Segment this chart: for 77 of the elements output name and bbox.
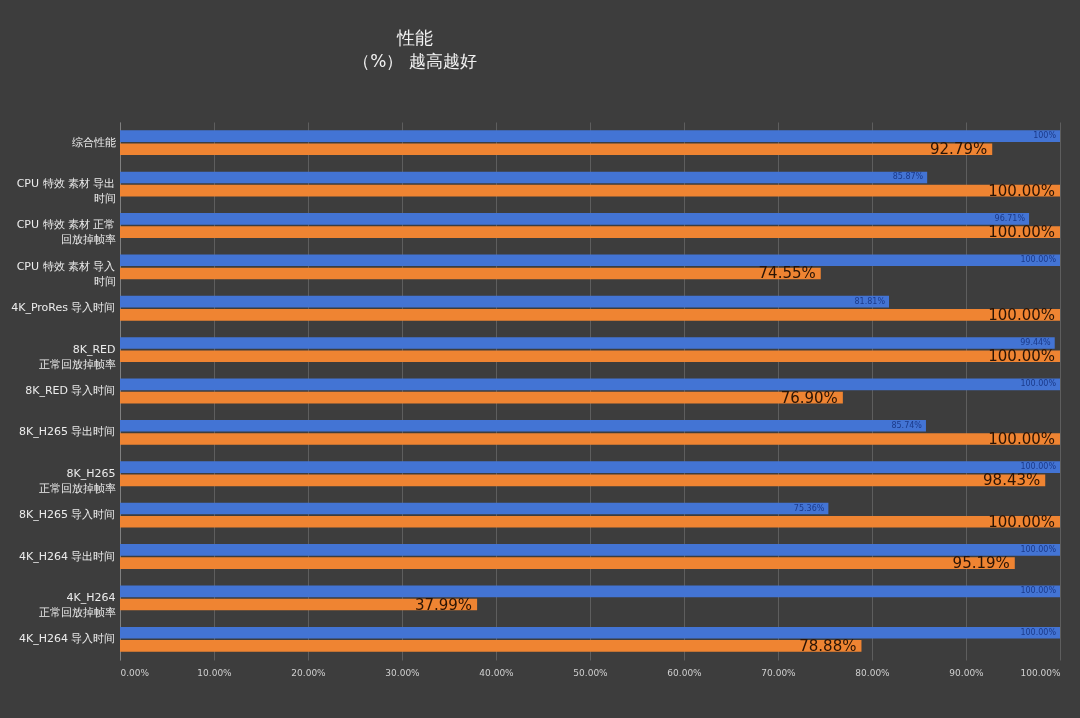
x-tick-label: 70.00% — [761, 667, 797, 678]
bar — [120, 474, 1046, 487]
data-label: 100.00% — [1020, 255, 1057, 265]
bar — [120, 184, 1060, 197]
y-tick-label: 8K_H265 导出时间 — [19, 425, 116, 439]
data-label: 78.88% — [799, 636, 857, 655]
bar — [120, 295, 890, 308]
data-label: 100.00% — [988, 181, 1055, 200]
bar — [120, 557, 1015, 569]
bar — [120, 419, 926, 432]
y-tick-label: 8K_H265 导入时间 — [19, 508, 116, 522]
bar — [120, 350, 1060, 363]
x-tick-label: 60.00% — [667, 667, 703, 678]
bar — [120, 337, 1055, 349]
x-tick-label: 40.00% — [479, 667, 515, 678]
bar — [120, 254, 1060, 267]
data-label: 100.00% — [1020, 586, 1057, 596]
chart-subtitle: （%） 越高越好 — [353, 51, 477, 71]
y-tick-label: CPU 特效 素材 导出时间 — [16, 177, 116, 206]
x-tick-label: 20.00% — [291, 667, 327, 678]
data-label: 92.79% — [930, 140, 988, 159]
x-tick-label: 50.00% — [573, 667, 609, 678]
bar — [120, 502, 829, 515]
bar — [120, 433, 1060, 445]
data-label: 100.00% — [988, 512, 1055, 531]
x-tick-label: 80.00% — [855, 667, 891, 678]
data-label: 100.00% — [1020, 627, 1057, 637]
x-tick-label: 90.00% — [949, 667, 985, 678]
data-label: 75.36% — [793, 503, 825, 513]
data-label: 37.99% — [414, 595, 473, 614]
data-label: 96.71% — [994, 213, 1026, 223]
data-label: 81.81% — [854, 296, 886, 306]
data-label: 74.55% — [758, 264, 816, 283]
data-label: 100.00% — [988, 223, 1055, 242]
bar — [120, 378, 1060, 391]
bar — [120, 130, 1060, 142]
bar — [120, 171, 928, 184]
x-tick-label: 100.00% — [1020, 667, 1061, 678]
bar — [120, 515, 1060, 528]
bar — [120, 544, 1060, 556]
chart-title: 性能 — [396, 27, 433, 48]
data-label: 100.00% — [988, 347, 1055, 366]
bar — [120, 213, 1030, 225]
y-tick-label: 8K_RED 导入时间 — [25, 384, 116, 397]
bar — [120, 585, 1060, 598]
bar — [120, 626, 1060, 639]
data-label: 85.74% — [891, 420, 923, 430]
x-tick-label: 0.00% — [120, 667, 150, 678]
y-tick-label: 4K_ProRes 导入时间 — [11, 301, 116, 315]
bar — [120, 461, 1060, 473]
y-tick-label: 4K_H264 导出时间 — [19, 549, 116, 563]
data-label: 95.19% — [952, 554, 1010, 573]
x-tick-label: 10.00% — [197, 667, 233, 678]
data-label: 100.00% — [1020, 462, 1057, 472]
bar — [120, 143, 993, 156]
data-label: 98.43% — [983, 471, 1041, 490]
bar — [120, 391, 843, 404]
x-tick-label: 30.00% — [385, 667, 421, 678]
y-tick-label: 8K_RED 正常回放掉帧率 — [38, 342, 116, 371]
y-tick-label: 4K_H264 正常回放掉帧率 — [38, 590, 116, 619]
y-tick-label: 4K_H264 导入时间 — [19, 632, 116, 646]
y-tick-label: CPU 特效 素材 正常回放掉帧率 — [16, 218, 116, 247]
data-label: 99.44% — [1020, 338, 1052, 348]
y-tick-label: 8K_H265 正常回放掉帧率 — [38, 466, 116, 495]
y-tick-label: 综合性能 — [71, 135, 116, 149]
data-label: 100.00% — [988, 429, 1055, 448]
bar — [120, 309, 1060, 321]
bar — [120, 267, 821, 280]
data-label: 76.90% — [780, 388, 838, 407]
data-label: 85.87% — [892, 172, 924, 182]
y-tick-label: CPU 特效 素材 导入时间 — [16, 259, 116, 288]
bar — [120, 640, 862, 652]
data-label: 100.00% — [1020, 379, 1057, 389]
data-label: 100.00% — [1020, 544, 1057, 554]
data-label: 100% — [1033, 131, 1057, 141]
bar — [120, 226, 1060, 238]
data-label: 100.00% — [988, 305, 1055, 324]
